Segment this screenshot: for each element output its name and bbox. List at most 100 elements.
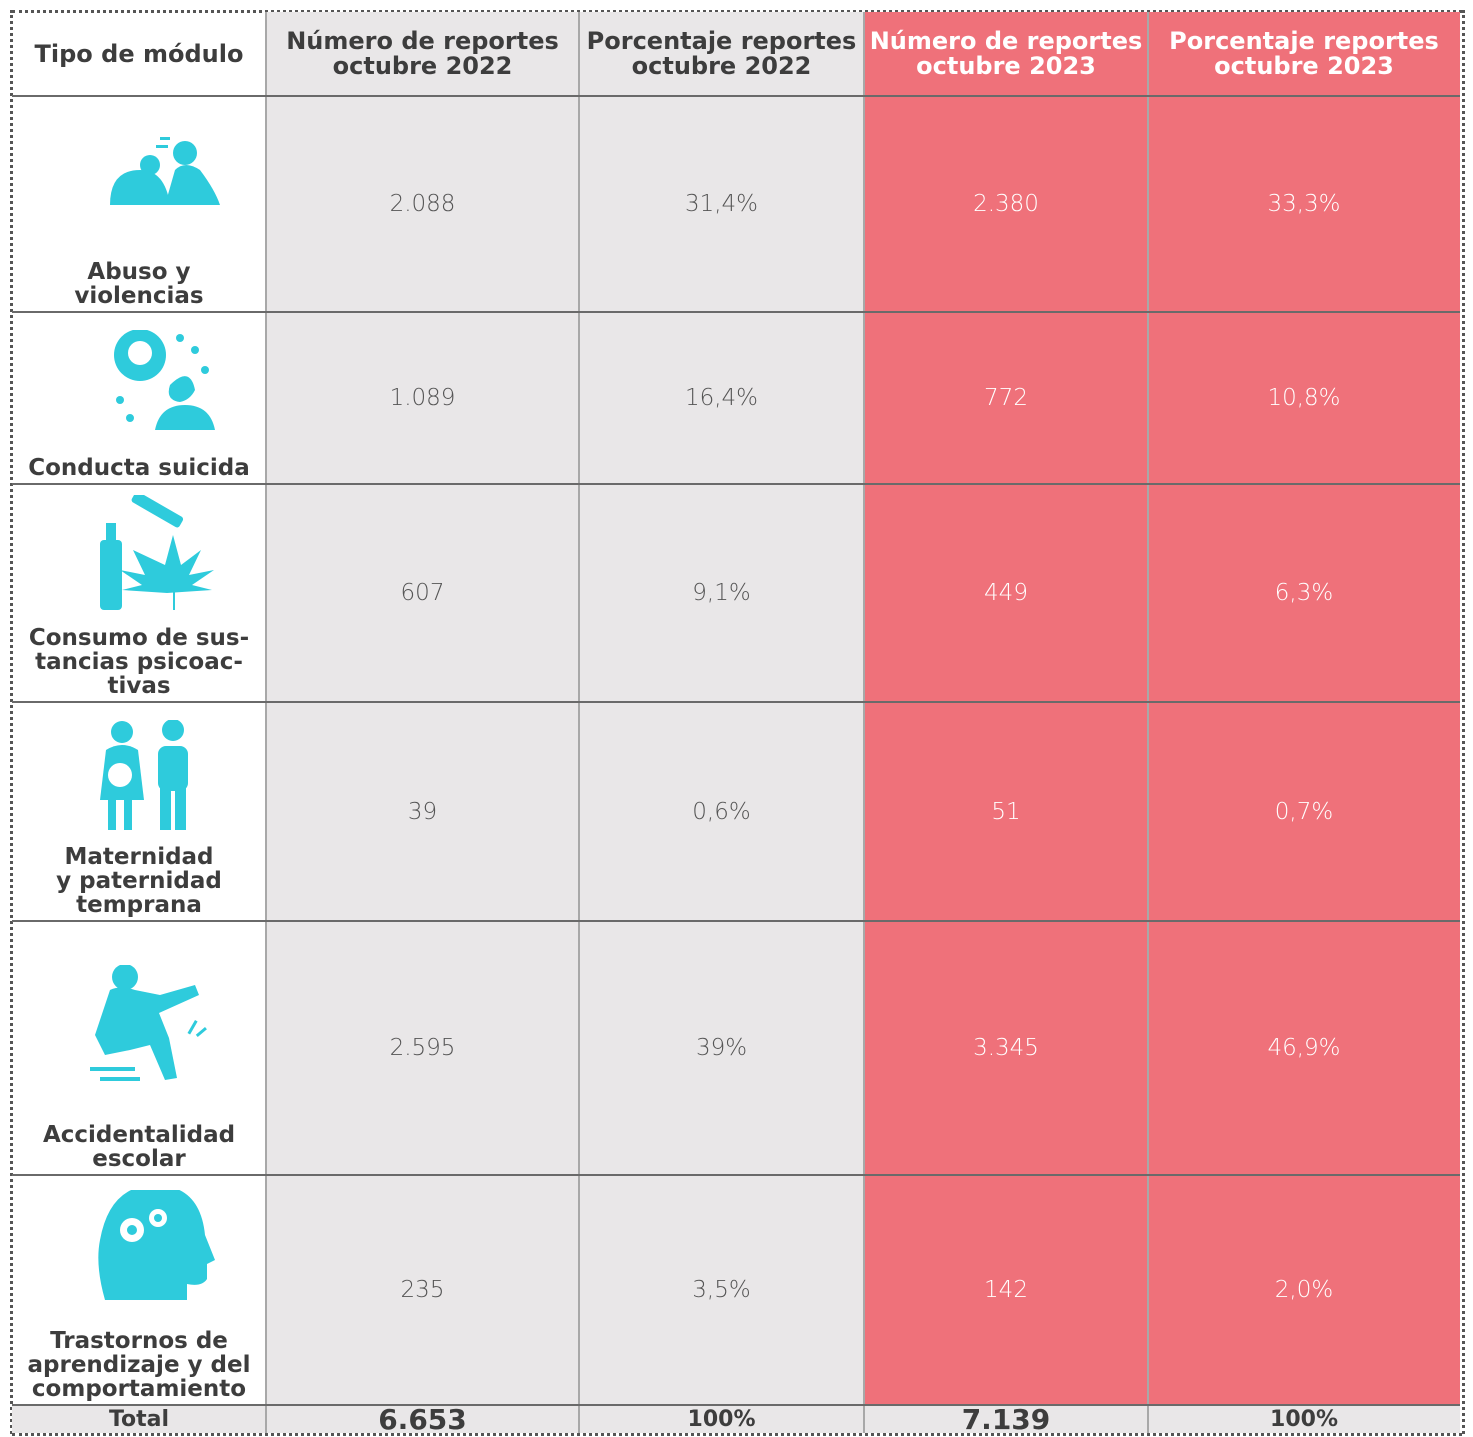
row-divider [12, 95, 1460, 97]
value-cell: 6,3% [1148, 484, 1460, 702]
text-line: 607 [400, 580, 445, 606]
dotted-border [12, 1433, 1462, 1436]
value-cell: 2.088 [266, 96, 579, 312]
text-line: violencias [74, 283, 204, 309]
value-cell: 0,6% [579, 702, 864, 921]
row-divider [12, 483, 1460, 485]
module-icon [100, 720, 188, 830]
value-cell: 3,5% [579, 1175, 864, 1405]
text-line: 449 [984, 580, 1028, 606]
text-line: 39 [407, 798, 438, 825]
text-line: y paternidad [56, 868, 222, 894]
value-cell: 51 [864, 702, 1148, 921]
row-divider [12, 311, 1460, 313]
value-cell: 1.089 [266, 312, 579, 484]
text-line: 2.088 [389, 191, 456, 217]
module-icon [100, 495, 214, 610]
value-cell: 235 [266, 1175, 579, 1405]
text-line: 2,0% [1274, 1277, 1334, 1303]
text-line: 16,4% [684, 385, 759, 411]
text-line: tivas [107, 673, 171, 699]
value-cell: 607 [266, 484, 579, 702]
text-line: 7.139 [961, 1402, 1051, 1436]
text-line: Consumo de sus- [28, 625, 250, 651]
text-line: Número de reportes [286, 27, 559, 55]
value-cell: 449 [864, 484, 1148, 702]
text-line: 772 [984, 385, 1028, 411]
module-icon [110, 137, 220, 205]
text-line: 9,1% [692, 580, 751, 606]
text-line: 10,8% [1267, 385, 1341, 411]
value-cell: 142 [864, 1175, 1148, 1405]
total-cell: 7.139 [864, 1402, 1148, 1436]
text-line: 31,4% [684, 191, 759, 217]
text-line: 39% [695, 1035, 748, 1061]
text-line: 100% [1270, 1406, 1338, 1432]
text-line: Trastornos de [50, 1328, 228, 1354]
module-label: Abuso y violencias [12, 260, 266, 308]
text-line: 33,3% [1267, 191, 1341, 217]
total-label: Total [12, 1405, 266, 1433]
header-cell: Número de reportes octubre 2023 [864, 12, 1148, 96]
value-cell: 31,4% [579, 96, 864, 312]
header-cell: Porcentaje reportes octubre 2023 [1148, 12, 1460, 96]
text-line: 142 [984, 1277, 1028, 1303]
text-line: 6.653 [378, 1402, 467, 1436]
module-label: Trastornos de aprendizaje y del comportami… [12, 1329, 266, 1401]
total-cell: 6.653 [266, 1402, 579, 1436]
value-cell: 10,8% [1148, 312, 1460, 484]
text-line: 3.345 [973, 1035, 1039, 1061]
text-line: Porcentaje reportes [586, 27, 857, 55]
text-line: Número de reportes [869, 27, 1143, 55]
text-line: 51 [991, 798, 1021, 825]
value-cell: 33,3% [1148, 96, 1460, 312]
text-line: 1.089 [389, 385, 456, 411]
module-label: Accidentalidad escolar [12, 1123, 266, 1171]
dotted-border [1462, 10, 1465, 1434]
text-line: octubre 2022 [631, 52, 812, 80]
text-line: octubre 2023 [1214, 52, 1394, 80]
value-cell: 16,4% [579, 312, 864, 484]
value-cell: 772 [864, 312, 1148, 484]
text-line: Conducta suicida [28, 455, 250, 481]
text-line: temprana [76, 892, 202, 918]
text-line: 46,9% [1267, 1035, 1341, 1061]
text-line: 235 [400, 1277, 445, 1303]
column-divider [578, 12, 580, 1433]
column-divider [863, 12, 865, 1433]
module-icon [98, 1190, 215, 1300]
row-divider [12, 1404, 1460, 1406]
text-line: tancias psicoac- [35, 649, 243, 675]
text-line: 2.380 [973, 191, 1039, 217]
module-label: Conducta suicida [12, 456, 266, 480]
column-divider [1147, 12, 1149, 1433]
header-cell: Número de reportes octubre 2022 [266, 12, 579, 96]
value-cell: 9,1% [579, 484, 864, 702]
module-icon [114, 330, 215, 430]
total-cell: 100% [1148, 1405, 1460, 1433]
value-cell: 39% [579, 921, 864, 1175]
value-cell: 2,0% [1148, 1175, 1460, 1405]
text-line: 2.595 [389, 1035, 456, 1061]
text-line: octubre 2022 [332, 52, 513, 80]
text-line: escolar [92, 1146, 186, 1172]
text-line: comportamiento [31, 1376, 247, 1402]
header-cell: Tipo de módulo [12, 12, 266, 96]
module-icon [90, 965, 207, 1081]
text-line: 100% [687, 1406, 756, 1432]
dotted-border [12, 10, 1462, 13]
module-label: Maternidad y paternidad temprana [12, 845, 266, 917]
text-line: 0,6% [692, 798, 751, 825]
column-divider [265, 12, 267, 1433]
module-label: Consumo de sus-tancias psicoac-tivas [12, 626, 266, 698]
total-cell: 100% [579, 1405, 864, 1433]
text-line: Total [108, 1406, 170, 1432]
text-line: 0,7% [1274, 798, 1334, 825]
dotted-border [10, 10, 13, 1434]
text-line: octubre 2023 [916, 52, 1096, 80]
row-divider [12, 701, 1460, 703]
text-line: aprendizaje y del [27, 1352, 251, 1378]
text-line: 6,3% [1274, 580, 1334, 606]
text-line: Abuso y [87, 259, 191, 285]
